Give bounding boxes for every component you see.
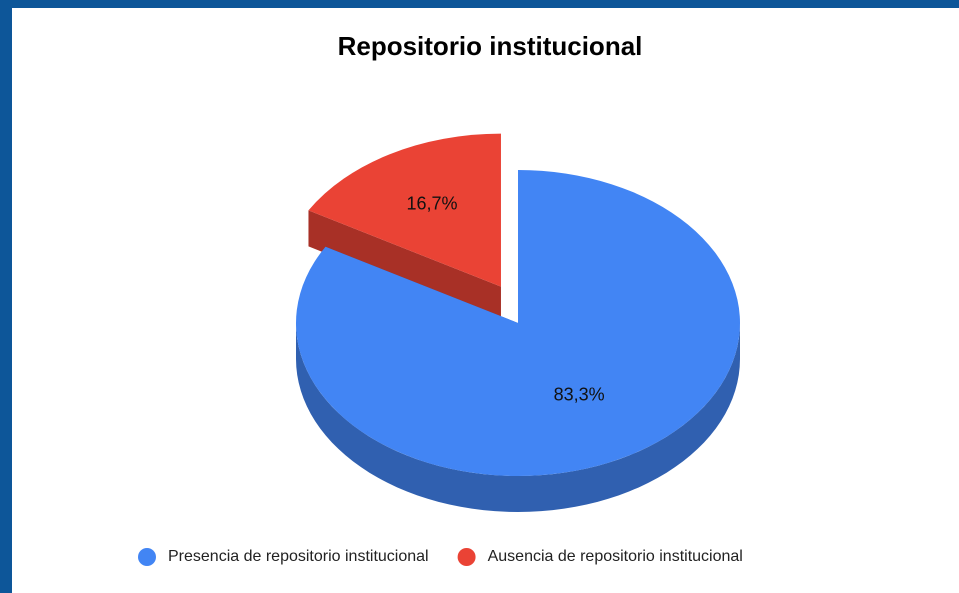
legend-label: Presencia de repositorio institucional [168, 548, 429, 565]
legend-marker [457, 548, 476, 566]
legend-marker [138, 548, 156, 566]
chart-title: Repositorio institucional [338, 31, 643, 61]
slice-side [296, 323, 740, 512]
data-label: 16,7% [407, 193, 458, 213]
pie-slice [295, 170, 740, 477]
data-label: 83,3% [554, 385, 605, 405]
pie-slice [308, 133, 501, 287]
slice-cut-face [308, 210, 501, 323]
legend-label: Ausencia de repositorio institucional [488, 548, 743, 565]
